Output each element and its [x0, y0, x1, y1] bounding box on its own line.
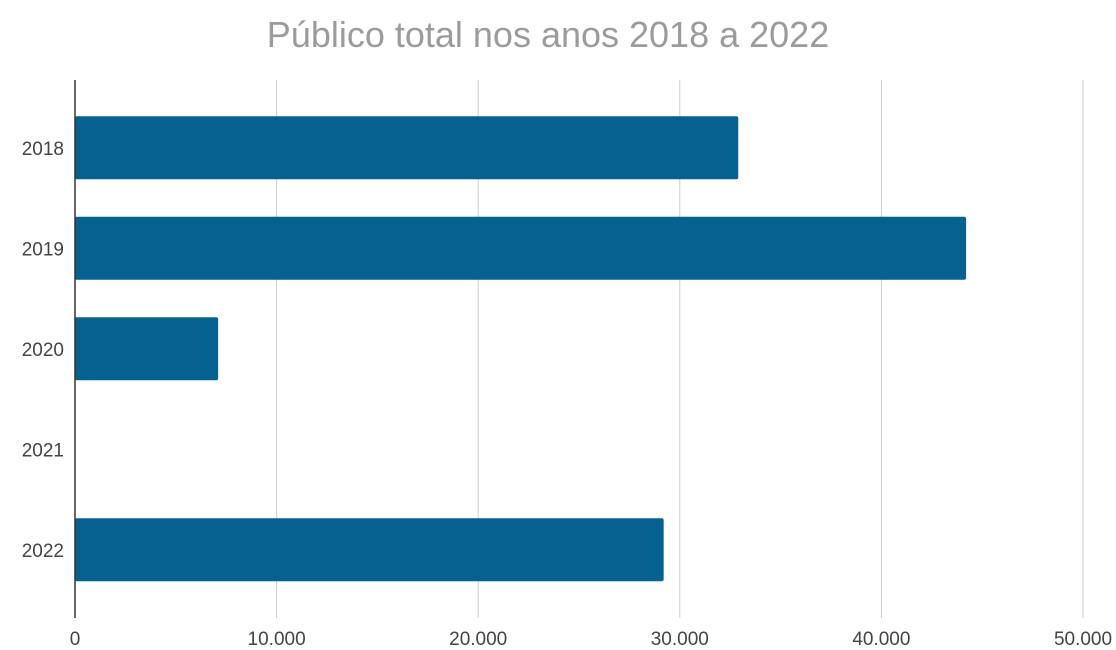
x-tick-label: 10.000 [248, 629, 306, 650]
category-label-2020: 2020 [22, 340, 64, 361]
x-tick-label: 40.000 [852, 629, 910, 650]
category-label-2019: 2019 [22, 239, 64, 260]
bar-2020 [75, 317, 219, 381]
category-label-2018: 2018 [22, 139, 64, 160]
x-tick-label: 0 [70, 629, 81, 650]
category-label-2022: 2022 [22, 541, 64, 562]
bar-2019 [75, 216, 967, 280]
bar-2022 [75, 518, 664, 582]
bar-2018 [75, 116, 739, 180]
category-label-2021: 2021 [22, 440, 64, 461]
chart-title: Público total nos anos 2018 a 2022 [266, 14, 830, 55]
x-tick-label: 30.000 [651, 629, 709, 650]
x-tick-label: 20.000 [449, 629, 507, 650]
bars [75, 116, 967, 582]
tick-labels: 2018 2019 2020 2021 2022 0 10.000 20.000 30.000 4… [22, 139, 1112, 650]
x-tick-label: 50.000 [1054, 629, 1112, 650]
